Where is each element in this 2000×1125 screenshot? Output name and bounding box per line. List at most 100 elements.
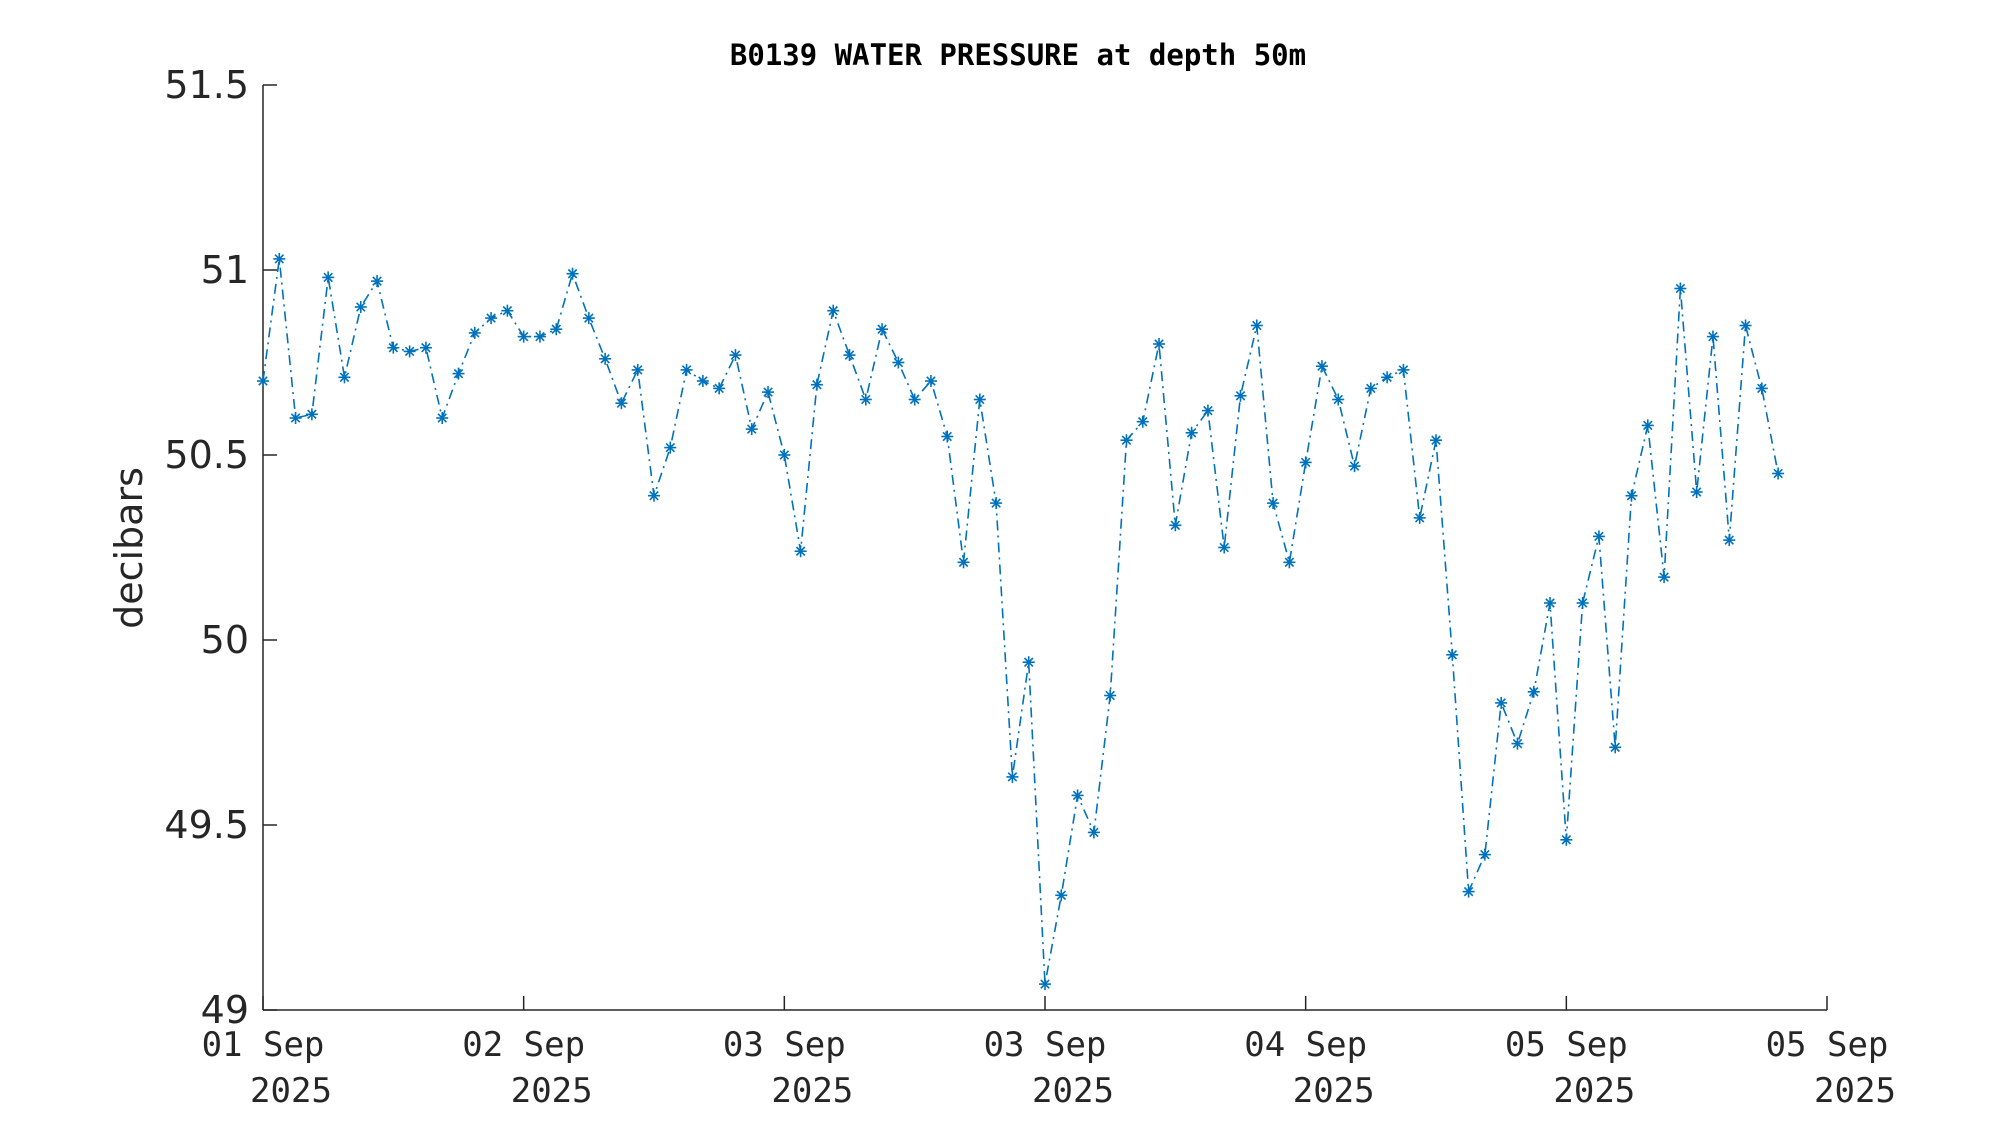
data-point bbox=[1462, 885, 1475, 898]
data-point bbox=[1267, 497, 1280, 510]
data-point bbox=[371, 275, 384, 288]
data-point bbox=[1315, 360, 1328, 373]
chart-title: B0139 WATER PRESSURE at depth 50m bbox=[730, 38, 1306, 72]
data-point bbox=[957, 556, 970, 569]
data-point bbox=[1430, 434, 1442, 447]
data-point bbox=[1250, 319, 1263, 332]
x-tick-label-date: 03 Sep bbox=[984, 1025, 1107, 1065]
data-point bbox=[631, 363, 644, 376]
data-point bbox=[1592, 530, 1605, 543]
data-point bbox=[1609, 741, 1622, 754]
x-tick-label-date: 04 Sep bbox=[1244, 1025, 1367, 1065]
data-point bbox=[305, 408, 318, 421]
data-point bbox=[1527, 685, 1540, 698]
data-point bbox=[664, 441, 677, 454]
data-point bbox=[1413, 511, 1426, 524]
data-point bbox=[1755, 382, 1768, 395]
x-tick-label-year: 2025 bbox=[1293, 1071, 1375, 1111]
data-point bbox=[1772, 467, 1785, 480]
data-point bbox=[1006, 770, 1019, 783]
data-point bbox=[1153, 338, 1166, 350]
y-tick-label: 50 bbox=[201, 618, 249, 662]
y-tick-label: 51 bbox=[201, 248, 249, 292]
data-point bbox=[810, 378, 823, 391]
data-point bbox=[1544, 597, 1557, 609]
data-point bbox=[843, 349, 856, 362]
x-tick-label-year: 2025 bbox=[771, 1071, 853, 1111]
data-point bbox=[1706, 330, 1719, 343]
data-point bbox=[468, 326, 481, 339]
data-point bbox=[990, 497, 1003, 510]
y-axis-label: decibars bbox=[107, 467, 151, 629]
data-point bbox=[924, 375, 937, 387]
data-point bbox=[1234, 389, 1247, 402]
data-point bbox=[1625, 489, 1638, 502]
data-point bbox=[354, 301, 367, 313]
data-point bbox=[582, 312, 595, 325]
data-point bbox=[1658, 571, 1671, 584]
x-tick-label-date: 05 Sep bbox=[1766, 1025, 1889, 1065]
data-point bbox=[436, 412, 449, 424]
data-point bbox=[273, 252, 286, 265]
data-point bbox=[550, 323, 563, 336]
data-point bbox=[1299, 456, 1312, 469]
data-point bbox=[1397, 363, 1410, 376]
data-point bbox=[762, 386, 775, 399]
data-point bbox=[517, 330, 530, 343]
data-point bbox=[1071, 789, 1084, 802]
data-point bbox=[1478, 848, 1491, 861]
data-point bbox=[876, 323, 889, 336]
x-tick-label-date: 02 Sep bbox=[462, 1025, 585, 1065]
y-tick-label: 51.5 bbox=[164, 63, 249, 107]
x-tick-label-year: 2025 bbox=[250, 1071, 332, 1111]
data-point bbox=[859, 393, 872, 406]
data-point bbox=[1185, 426, 1198, 439]
data-point bbox=[485, 312, 498, 325]
x-tick-label-date: 05 Sep bbox=[1505, 1025, 1628, 1065]
y-tick-label: 49 bbox=[201, 988, 249, 1032]
x-tick-label-year: 2025 bbox=[1032, 1071, 1114, 1111]
data-point bbox=[1723, 534, 1736, 547]
data-point bbox=[289, 412, 302, 424]
x-tick-label-year: 2025 bbox=[1814, 1071, 1896, 1111]
data-point bbox=[1495, 696, 1508, 709]
data-point bbox=[322, 271, 335, 284]
plot-area bbox=[257, 252, 1785, 991]
data-point bbox=[680, 363, 693, 376]
y-axis-ticks: 49 49.5 50 50.5 51 51.5 bbox=[164, 63, 277, 1032]
data-point bbox=[419, 341, 432, 354]
data-point bbox=[1218, 541, 1231, 554]
x-tick-label-year: 2025 bbox=[511, 1071, 593, 1111]
data-point bbox=[1381, 371, 1394, 384]
data-point bbox=[973, 393, 986, 406]
data-point bbox=[1446, 648, 1459, 661]
axes bbox=[262, 85, 1827, 1011]
data-point bbox=[827, 304, 840, 317]
data-point bbox=[599, 352, 612, 365]
data-point bbox=[403, 345, 416, 358]
y-tick-label: 50.5 bbox=[164, 433, 249, 477]
data-point bbox=[745, 423, 758, 436]
data-point bbox=[533, 330, 546, 343]
data-point bbox=[1332, 393, 1345, 406]
data-point bbox=[501, 304, 514, 317]
data-point bbox=[338, 371, 351, 384]
data-point bbox=[1283, 556, 1296, 569]
data-point bbox=[1690, 486, 1703, 498]
data-point bbox=[566, 267, 579, 280]
data-point bbox=[696, 375, 709, 387]
data-point bbox=[713, 382, 726, 395]
data-point bbox=[1136, 415, 1149, 428]
data-point bbox=[941, 430, 954, 443]
series-line bbox=[262, 258, 1779, 985]
data-point bbox=[1120, 434, 1133, 447]
data-point bbox=[257, 375, 269, 387]
data-point bbox=[452, 367, 465, 380]
data-point bbox=[1641, 419, 1654, 432]
data-point bbox=[1348, 460, 1361, 473]
data-point bbox=[1039, 978, 1051, 991]
data-point bbox=[1022, 656, 1035, 669]
data-point bbox=[1674, 282, 1687, 295]
data-point bbox=[615, 397, 628, 410]
